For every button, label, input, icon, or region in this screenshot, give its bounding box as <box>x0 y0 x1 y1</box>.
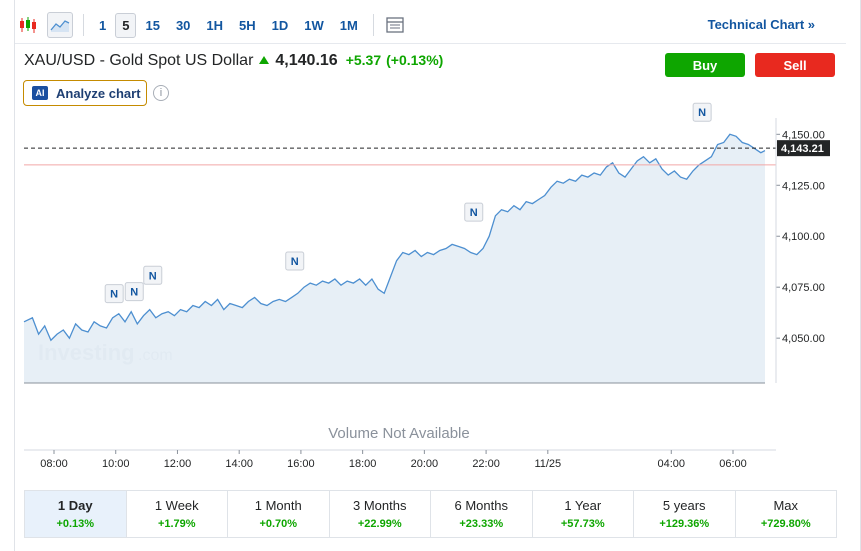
period-label: Max <box>773 498 799 513</box>
x-tick-label: 06:00 <box>719 458 747 470</box>
y-tick-label: 4,125.00 <box>782 180 825 192</box>
period-label: 6 Months <box>454 498 508 513</box>
period-change: +1.79% <box>157 518 196 530</box>
toolbar-divider-line <box>15 43 846 44</box>
period-5-years[interactable]: 5 years +129.36% <box>634 491 736 537</box>
analyze-chart-button[interactable]: AI Analyze chart <box>23 80 147 106</box>
period-change: +23.33% <box>459 518 504 530</box>
x-tick-label: 14:00 <box>225 458 253 470</box>
period-performance-bar: 1 Day +0.13% 1 Week +1.79% 1 Month +0.70% 3 Mo… <box>24 490 837 538</box>
x-tick-label: 11/25 <box>534 458 561 470</box>
period-change: +57.73% <box>560 518 605 530</box>
timeframe-15[interactable]: 15 <box>145 17 160 33</box>
sell-button[interactable]: Sell <box>755 53 835 77</box>
price-change: +5.37 <box>345 52 382 68</box>
news-marker-label: N <box>470 207 478 219</box>
period-max[interactable]: Max +729.80% <box>736 491 837 537</box>
news-marker-icon[interactable] <box>104 284 124 304</box>
period-1-year[interactable]: 1 Year +57.73% <box>533 491 634 537</box>
x-tick-label: 18:00 <box>349 458 377 470</box>
period-1-month[interactable]: 1 Month +0.70% <box>228 491 330 537</box>
layout-icon[interactable] <box>382 12 408 38</box>
x-tick-label: 04:00 <box>658 458 686 470</box>
ai-icon: AI <box>32 86 48 100</box>
x-tick-label: 16:00 <box>287 458 315 470</box>
news-marker-label: N <box>291 256 299 268</box>
news-marker-label: N <box>130 287 138 299</box>
y-tick-label: 4,100.00 <box>782 231 825 243</box>
instrument-header: XAU/USD - Gold Spot US Dollar 4,140.16 +… <box>24 52 443 70</box>
timeframe-1w[interactable]: 1W <box>304 17 324 33</box>
price-change-percent: (+0.13%) <box>386 52 444 68</box>
instrument-name: XAU/USD - Gold Spot US Dollar <box>24 52 254 69</box>
x-tick-label: 20:00 <box>411 458 439 470</box>
price-area-fill <box>24 134 765 383</box>
analyze-chart-label: Analyze chart <box>56 85 141 101</box>
period-label: 1 Week <box>154 498 199 513</box>
news-marker-icon[interactable] <box>143 265 163 285</box>
info-icon[interactable]: i <box>153 85 169 101</box>
period-change: +0.70% <box>259 518 298 530</box>
timeframe-1h[interactable]: 1H <box>206 17 224 33</box>
current-price-tag <box>777 140 830 157</box>
news-marker-icon[interactable] <box>692 102 712 122</box>
news-marker-icon[interactable] <box>124 282 144 302</box>
toolbar-divider <box>372 14 374 36</box>
period-label: 3 Months <box>353 498 407 513</box>
news-marker-label: N <box>698 107 706 119</box>
news-marker-icon[interactable] <box>464 202 484 222</box>
period-label: 1 Year <box>564 498 602 513</box>
period-change: +129.36% <box>659 518 710 530</box>
period-label: 1 Month <box>254 498 302 513</box>
period-1-day[interactable]: 1 Day +0.13% <box>25 491 127 537</box>
last-price: 4,140.16 <box>275 52 338 69</box>
period-6-months[interactable]: 6 Months +23.33% <box>431 491 533 537</box>
buy-button[interactable]: Buy <box>665 53 745 77</box>
period-label: 1 Day <box>57 498 93 513</box>
up-arrow-icon <box>259 56 270 64</box>
timeframe-1d[interactable]: 1D <box>271 17 289 33</box>
toolbar-divider <box>83 14 84 36</box>
period-change: +22.99% <box>357 518 402 530</box>
timeframe-group: 1 5 15 30 1H 5H 1D 1W 1M <box>92 12 367 38</box>
y-tick-label: 4,050.00 <box>782 333 825 345</box>
current-price-label: 4,143.21 <box>781 143 824 155</box>
news-marker-label: N <box>110 289 118 301</box>
x-tick-label: 08:00 <box>40 458 68 470</box>
price-chart[interactable]: Investing.com4,050.004,075.004,100.004,1… <box>0 0 861 480</box>
technical-chart-link[interactable]: Technical Chart » <box>707 17 815 32</box>
x-tick-label: 10:00 <box>102 458 130 470</box>
timeframe-1m[interactable]: 1M <box>339 17 358 33</box>
volume-not-available: Volume Not Available <box>328 425 469 442</box>
y-tick-label: 4,150.00 <box>782 129 825 141</box>
period-3-months[interactable]: 3 Months +22.99% <box>330 491 431 537</box>
price-series-line <box>23 133 766 342</box>
news-marker-icon[interactable] <box>285 251 305 271</box>
period-change: +0.13% <box>56 518 95 530</box>
news-marker-label: N <box>149 270 157 282</box>
chart-toolbar: 1 5 15 30 1H 5H 1D 1W 1M Technical Chart » <box>15 10 845 40</box>
x-tick-label: 12:00 <box>164 458 192 470</box>
period-1-week[interactable]: 1 Week +1.79% <box>127 491 228 537</box>
candlestick-icon[interactable] <box>15 12 41 38</box>
timeframe-5h[interactable]: 5H <box>239 17 256 33</box>
timeframe-30[interactable]: 30 <box>175 17 191 33</box>
period-change: +729.80% <box>760 518 811 530</box>
timeframe-1[interactable]: 1 <box>99 17 107 33</box>
timeframe-5[interactable]: 5 <box>115 12 137 38</box>
period-label: 5 years <box>662 498 706 513</box>
y-tick-label: 4,075.00 <box>782 282 825 294</box>
area-chart-icon[interactable] <box>47 12 73 38</box>
x-tick-label: 22:00 <box>472 458 500 470</box>
